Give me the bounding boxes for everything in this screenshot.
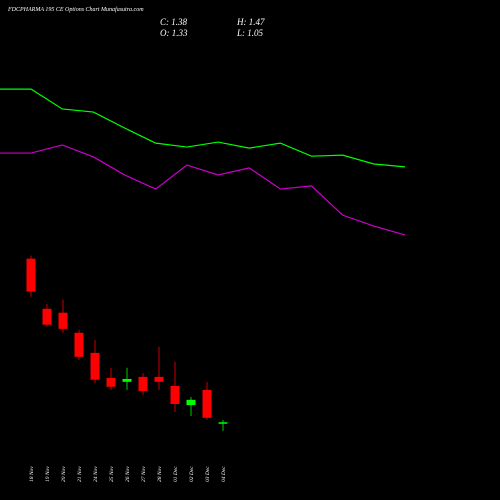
candle-body [58,312,68,329]
candle-body [42,308,52,325]
candle-body [138,376,148,391]
candle-body [202,389,212,418]
candle-body [186,399,196,406]
indicator-line [0,88,406,168]
candle-body [218,422,228,424]
candle-body [170,386,180,404]
close-info: C: 1.38 [160,17,188,27]
x-tick-label: 24 Nov [92,466,99,482]
candle-body [122,378,132,382]
x-tick-label: 03 Dec [205,466,211,482]
indicator-line [0,144,406,236]
x-tick-label: 21 Nov [77,466,83,482]
x-tick-label: 27 Nov [141,466,147,482]
candle-body [26,258,36,292]
candle-body [154,376,164,382]
x-tick-label: 28 Nov [157,466,163,482]
candle-body [74,332,84,357]
x-tick-label: 18 Nov [29,466,35,482]
low-info: L: 1.05 [236,28,264,38]
high-info: H: 1.47 [236,17,265,27]
x-tick-label: 26 Nov [125,466,131,482]
x-tick-label: 25 Nov [109,466,115,482]
open-info: O: 1.33 [160,28,188,38]
x-tick-label: 02 Dec [189,466,195,482]
candle-body [106,377,116,387]
candle-body [90,352,100,380]
chart-title: FDCPHARMA 195 CE Options Chart Munafasut… [7,6,144,13]
x-tick-label: 01 Dec [173,466,179,482]
x-tick-label: 04 Dec [220,466,227,482]
x-tick-label: 20 Nov [61,466,67,482]
x-tick-label: 19 Nov [45,466,51,482]
